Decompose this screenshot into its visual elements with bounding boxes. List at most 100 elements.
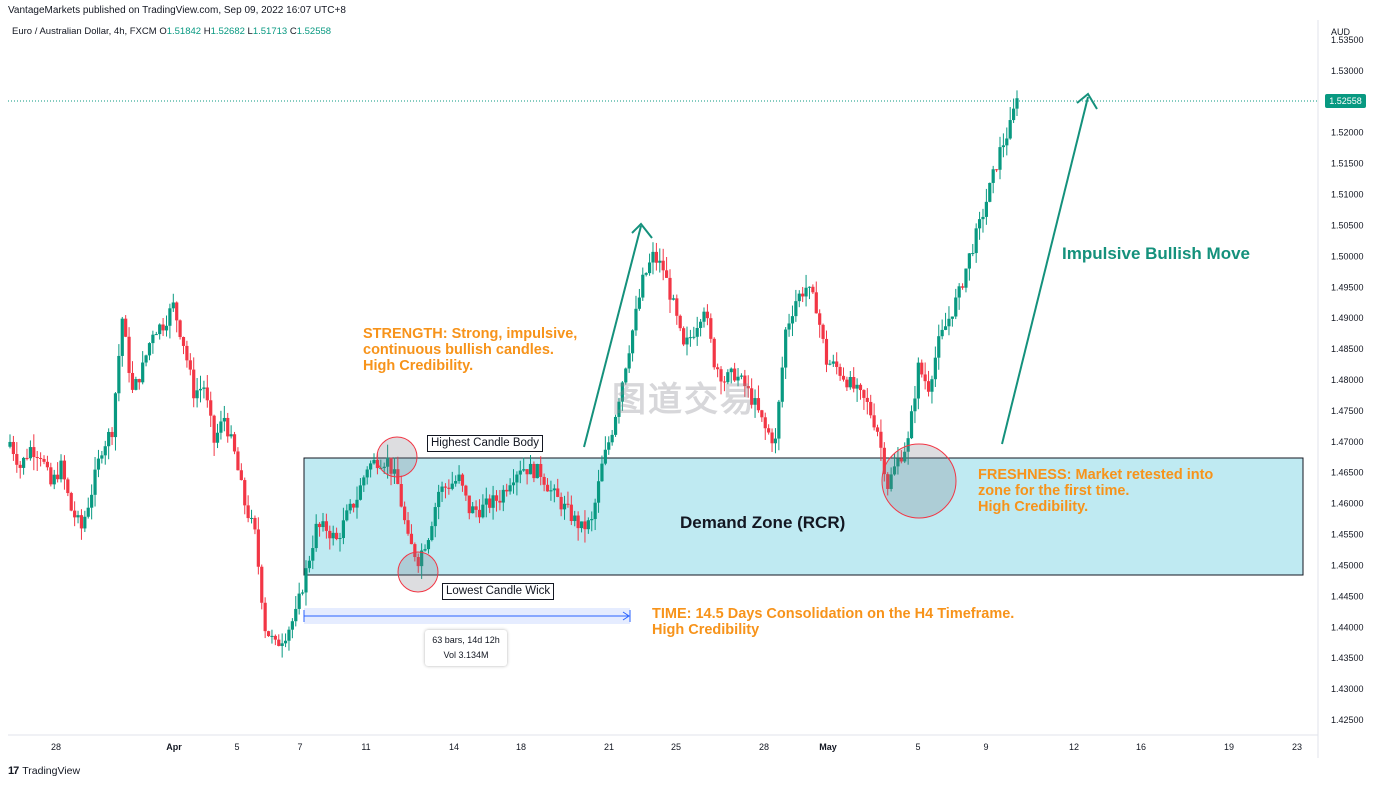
measure-tool xyxy=(303,608,631,624)
candle xyxy=(882,442,886,482)
candle xyxy=(943,312,948,331)
candle xyxy=(926,370,931,397)
price-tick-label: 1.45000 xyxy=(1331,560,1364,570)
candle xyxy=(767,424,771,435)
candle xyxy=(552,484,556,503)
candle xyxy=(341,507,345,545)
candle xyxy=(209,391,213,427)
candle xyxy=(440,481,444,502)
time-tick-label: 18 xyxy=(516,742,526,752)
candle xyxy=(583,510,587,543)
candle xyxy=(658,248,662,273)
high-label: H xyxy=(203,26,211,37)
candle xyxy=(110,427,114,446)
candle xyxy=(307,555,311,573)
candle xyxy=(141,351,145,385)
candle xyxy=(862,389,866,410)
candle xyxy=(32,434,36,471)
candle xyxy=(627,345,631,373)
candle xyxy=(613,414,618,437)
candle xyxy=(35,450,39,471)
candle xyxy=(699,318,703,337)
candle xyxy=(471,501,475,514)
candle xyxy=(474,500,478,518)
candle xyxy=(338,532,342,552)
retest-circle xyxy=(881,443,957,519)
candle xyxy=(814,281,818,314)
candle xyxy=(426,538,431,554)
price-tick-label: 1.43500 xyxy=(1331,653,1364,663)
impulsive-move-label: Impulsive Bullish Move xyxy=(1062,244,1250,263)
freshness-annotation: FRESHNESS: Market retested into zone for… xyxy=(978,467,1214,515)
candle xyxy=(93,457,97,507)
candle xyxy=(488,494,492,514)
candle xyxy=(164,315,169,337)
candle xyxy=(45,455,50,471)
candle xyxy=(957,283,961,310)
symbol-legend[interactable]: Euro / Australian Dollar, 4h, FXCM O1.51… xyxy=(12,26,331,37)
candle xyxy=(930,375,934,404)
candle xyxy=(702,307,706,328)
candlestick-series xyxy=(8,90,1019,658)
candle xyxy=(733,362,737,383)
candle xyxy=(96,449,101,478)
candle xyxy=(362,475,366,492)
candle xyxy=(617,397,621,424)
arrow-impulsive-move xyxy=(1001,92,1098,445)
candle xyxy=(790,305,795,337)
candle xyxy=(852,367,856,393)
candle xyxy=(579,521,584,533)
candle xyxy=(69,491,73,512)
demand-zone-label: Demand Zone (RCR) xyxy=(680,513,846,532)
candle xyxy=(491,485,495,520)
tradingview-logo[interactable]: 17 TradingView xyxy=(8,765,80,777)
candle xyxy=(777,399,781,451)
candle xyxy=(198,375,203,403)
candle xyxy=(647,253,652,276)
price-axis: 1.535001.530001.525001.520001.515001.510… xyxy=(1331,35,1364,725)
time-tick-label: 25 xyxy=(671,742,681,752)
candle xyxy=(239,463,243,481)
candle xyxy=(460,473,465,492)
time-tick-label: 5 xyxy=(915,742,920,752)
candle xyxy=(1005,127,1009,156)
candle xyxy=(481,494,485,519)
candle xyxy=(62,455,67,490)
candle xyxy=(171,293,175,312)
candle xyxy=(256,517,260,575)
lowest-wick-circle xyxy=(397,551,439,593)
candle xyxy=(324,513,328,539)
candle xyxy=(1008,107,1012,140)
candle xyxy=(641,267,645,301)
candle xyxy=(828,359,832,366)
candle xyxy=(192,357,196,408)
demand-zone xyxy=(303,457,1304,576)
candle xyxy=(249,509,254,524)
candle xyxy=(372,453,376,465)
candle xyxy=(25,448,29,461)
candle xyxy=(508,478,512,495)
candle xyxy=(1001,133,1005,158)
candle xyxy=(365,466,369,485)
candle xyxy=(433,502,437,538)
candle xyxy=(178,319,182,340)
candle xyxy=(603,436,607,466)
time-tick-label: 19 xyxy=(1224,742,1234,752)
candle xyxy=(15,442,19,473)
candle xyxy=(317,522,322,537)
open-label: O xyxy=(159,26,167,37)
price-tick-label: 1.46000 xyxy=(1331,499,1364,509)
candle xyxy=(726,369,730,385)
candle xyxy=(719,366,723,395)
candle xyxy=(59,454,63,483)
candle xyxy=(797,290,801,308)
candle xyxy=(175,301,179,333)
time-tick-label: 7 xyxy=(297,742,302,752)
candle xyxy=(195,377,199,408)
candle xyxy=(263,597,267,639)
candle xyxy=(79,509,84,540)
candle xyxy=(331,525,335,546)
candle xyxy=(773,428,778,454)
candle xyxy=(202,380,206,399)
